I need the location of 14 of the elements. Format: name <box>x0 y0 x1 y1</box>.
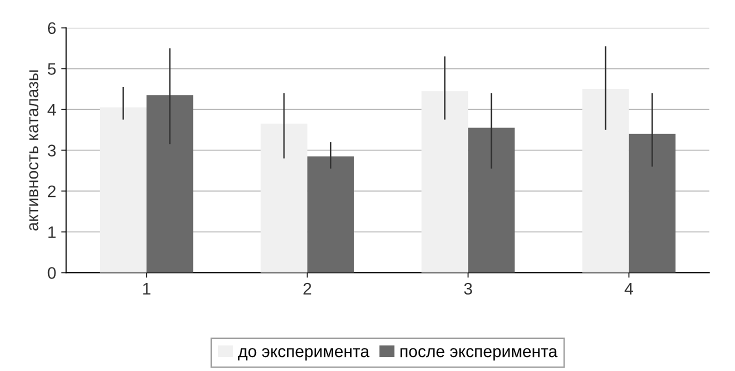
legend-label: после эксперимента <box>400 348 558 361</box>
y-tick-label: 5 <box>48 63 56 75</box>
y-tick-label: 1 <box>48 226 56 238</box>
y-tick-label: 4 <box>48 104 56 116</box>
y-tick-label: 3 <box>48 144 56 156</box>
y-tick-label: 2 <box>48 185 56 198</box>
x-tick-label: 4 <box>624 283 634 294</box>
y-tick-label: 6 <box>48 22 56 34</box>
x-tick-label: 2 <box>304 282 312 294</box>
y-tick-label: 0 <box>48 267 56 279</box>
legend-label: до эксперимента <box>238 348 370 361</box>
y-axis-title: активность каталазы <box>29 70 38 231</box>
x-tick-label: 3 <box>464 282 472 295</box>
x-tick-label: 1 <box>143 283 150 294</box>
